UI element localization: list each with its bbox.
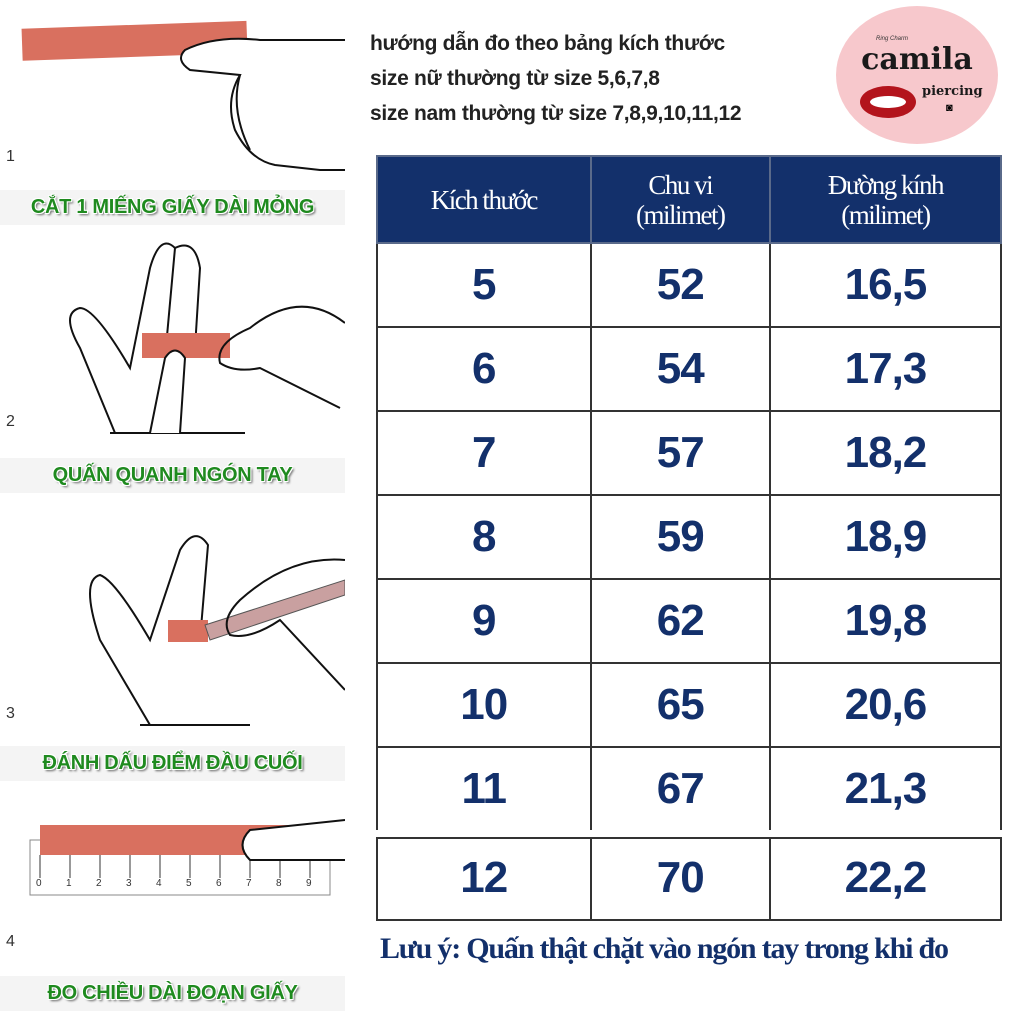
wrap-finger-illustration	[69, 242, 346, 434]
ruler-tick-label: 0	[36, 878, 42, 889]
ruler-tick-label: 3	[126, 878, 132, 889]
diameter-cell: 17,3	[768, 326, 1003, 412]
ruler-scale: 0 1 2 3 4 5 6 7 8 9	[36, 878, 336, 889]
ruler-tick-label: 8	[276, 878, 282, 889]
header-circumference: Chu vi (milimet)	[589, 155, 771, 244]
step-number: 3	[6, 705, 15, 722]
ruler-measure-illustration	[29, 819, 346, 896]
table-row: 9 62 19,8	[376, 578, 1003, 664]
diameter-cell: 18,2	[768, 410, 1003, 496]
camera-icon: ◙	[946, 102, 953, 114]
lips-icon	[860, 86, 916, 118]
table-row: 12 70 22,2	[376, 830, 1003, 921]
step-2-panel: 2	[0, 228, 346, 438]
table-row: 11 67 21,3	[376, 746, 1003, 835]
cut-paper-illustration	[21, 20, 345, 171]
ruler-tick-label: 9	[306, 878, 312, 889]
circumference-cell: 54	[589, 326, 771, 412]
diameter-cell: 22,2	[768, 830, 1003, 921]
diameter-cell: 18,9	[768, 494, 1003, 580]
mark-ends-illustration	[89, 535, 346, 726]
ruler-tick-label: 6	[216, 878, 222, 889]
table-header-row: Kích thước Chu vi (milimet) Đường kính (mi…	[376, 155, 1003, 244]
intro-text: hướng dẫn đo theo bảng kích thước size n…	[370, 26, 742, 131]
logo-sub: piercing	[922, 84, 983, 99]
size-cell: 12	[376, 830, 592, 921]
diameter-cell: 19,8	[768, 578, 1003, 664]
size-cell: 9	[376, 578, 592, 664]
step-1-panel: 1	[0, 0, 345, 180]
step-number: 1	[6, 148, 15, 165]
diameter-cell: 20,6	[768, 662, 1003, 748]
step-label: ĐO CHIỀU DÀI ĐOẠN GIẤY	[0, 976, 345, 1011]
ring-size-table: Kích thước Chu vi (milimet) Đường kính (mi…	[376, 155, 1003, 921]
circumference-cell: 59	[589, 494, 771, 580]
note-text: Lưu ý: Quấn thật chặt vào ngón tay trong…	[380, 932, 949, 965]
table-row: 5 52 16,5	[376, 242, 1003, 328]
diameter-cell: 16,5	[768, 242, 1003, 328]
circumference-cell: 65	[589, 662, 771, 748]
size-cell: 5	[376, 242, 592, 328]
table-row: 10 65 20,6	[376, 662, 1003, 748]
camila-piercing-logo: Ring Charm camila piercing ◙	[836, 6, 998, 144]
step-number: 4	[6, 933, 15, 950]
table-row: 8 59 18,9	[376, 494, 1003, 580]
step-label: ĐÁNH DẤU ĐIỂM ĐẦU CUỐI	[0, 746, 345, 781]
size-cell: 8	[376, 494, 592, 580]
step-number: 2	[6, 413, 15, 430]
step-label: QUẤN QUANH NGÓN TAY	[0, 458, 345, 493]
ruler-tick-label: 5	[186, 878, 192, 889]
step-4-panel: 0 1 2 3 4 5 6 7 8 9 4	[0, 790, 346, 960]
circumference-cell: 62	[589, 578, 771, 664]
circumference-cell: 52	[589, 242, 771, 328]
ruler-tick-label: 7	[246, 878, 252, 889]
size-cell: 11	[376, 746, 592, 835]
diameter-cell: 21,3	[768, 746, 1003, 835]
intro-line: size nữ thường từ size 5,6,7,8	[370, 67, 660, 90]
size-cell: 6	[376, 326, 592, 412]
table-row: 6 54 17,3	[376, 326, 1003, 412]
table-row: 7 57 18,2	[376, 410, 1003, 496]
step-3-panel: 3	[0, 520, 346, 730]
step-label: CẮT 1 MIẾNG GIẤY DÀI MỎNG	[0, 190, 345, 225]
circumference-cell: 67	[589, 746, 771, 835]
size-cell: 7	[376, 410, 592, 496]
intro-line: hướng dẫn đo theo bảng kích thước	[370, 32, 725, 55]
logo-tagline: Ring Charm	[876, 36, 909, 42]
ruler-tick-label: 1	[66, 878, 72, 889]
logo-brand: camila	[861, 42, 973, 77]
ruler-tick-label: 4	[156, 878, 162, 889]
size-cell: 10	[376, 662, 592, 748]
header-size: Kích thước	[376, 155, 592, 244]
circumference-cell: 70	[589, 830, 771, 921]
circumference-cell: 57	[589, 410, 771, 496]
header-diameter: Đường kính (milimet)	[768, 155, 1003, 244]
intro-line: size nam thường từ size 7,8,9,10,11,12	[370, 102, 742, 125]
ruler-tick-label: 2	[96, 878, 102, 889]
